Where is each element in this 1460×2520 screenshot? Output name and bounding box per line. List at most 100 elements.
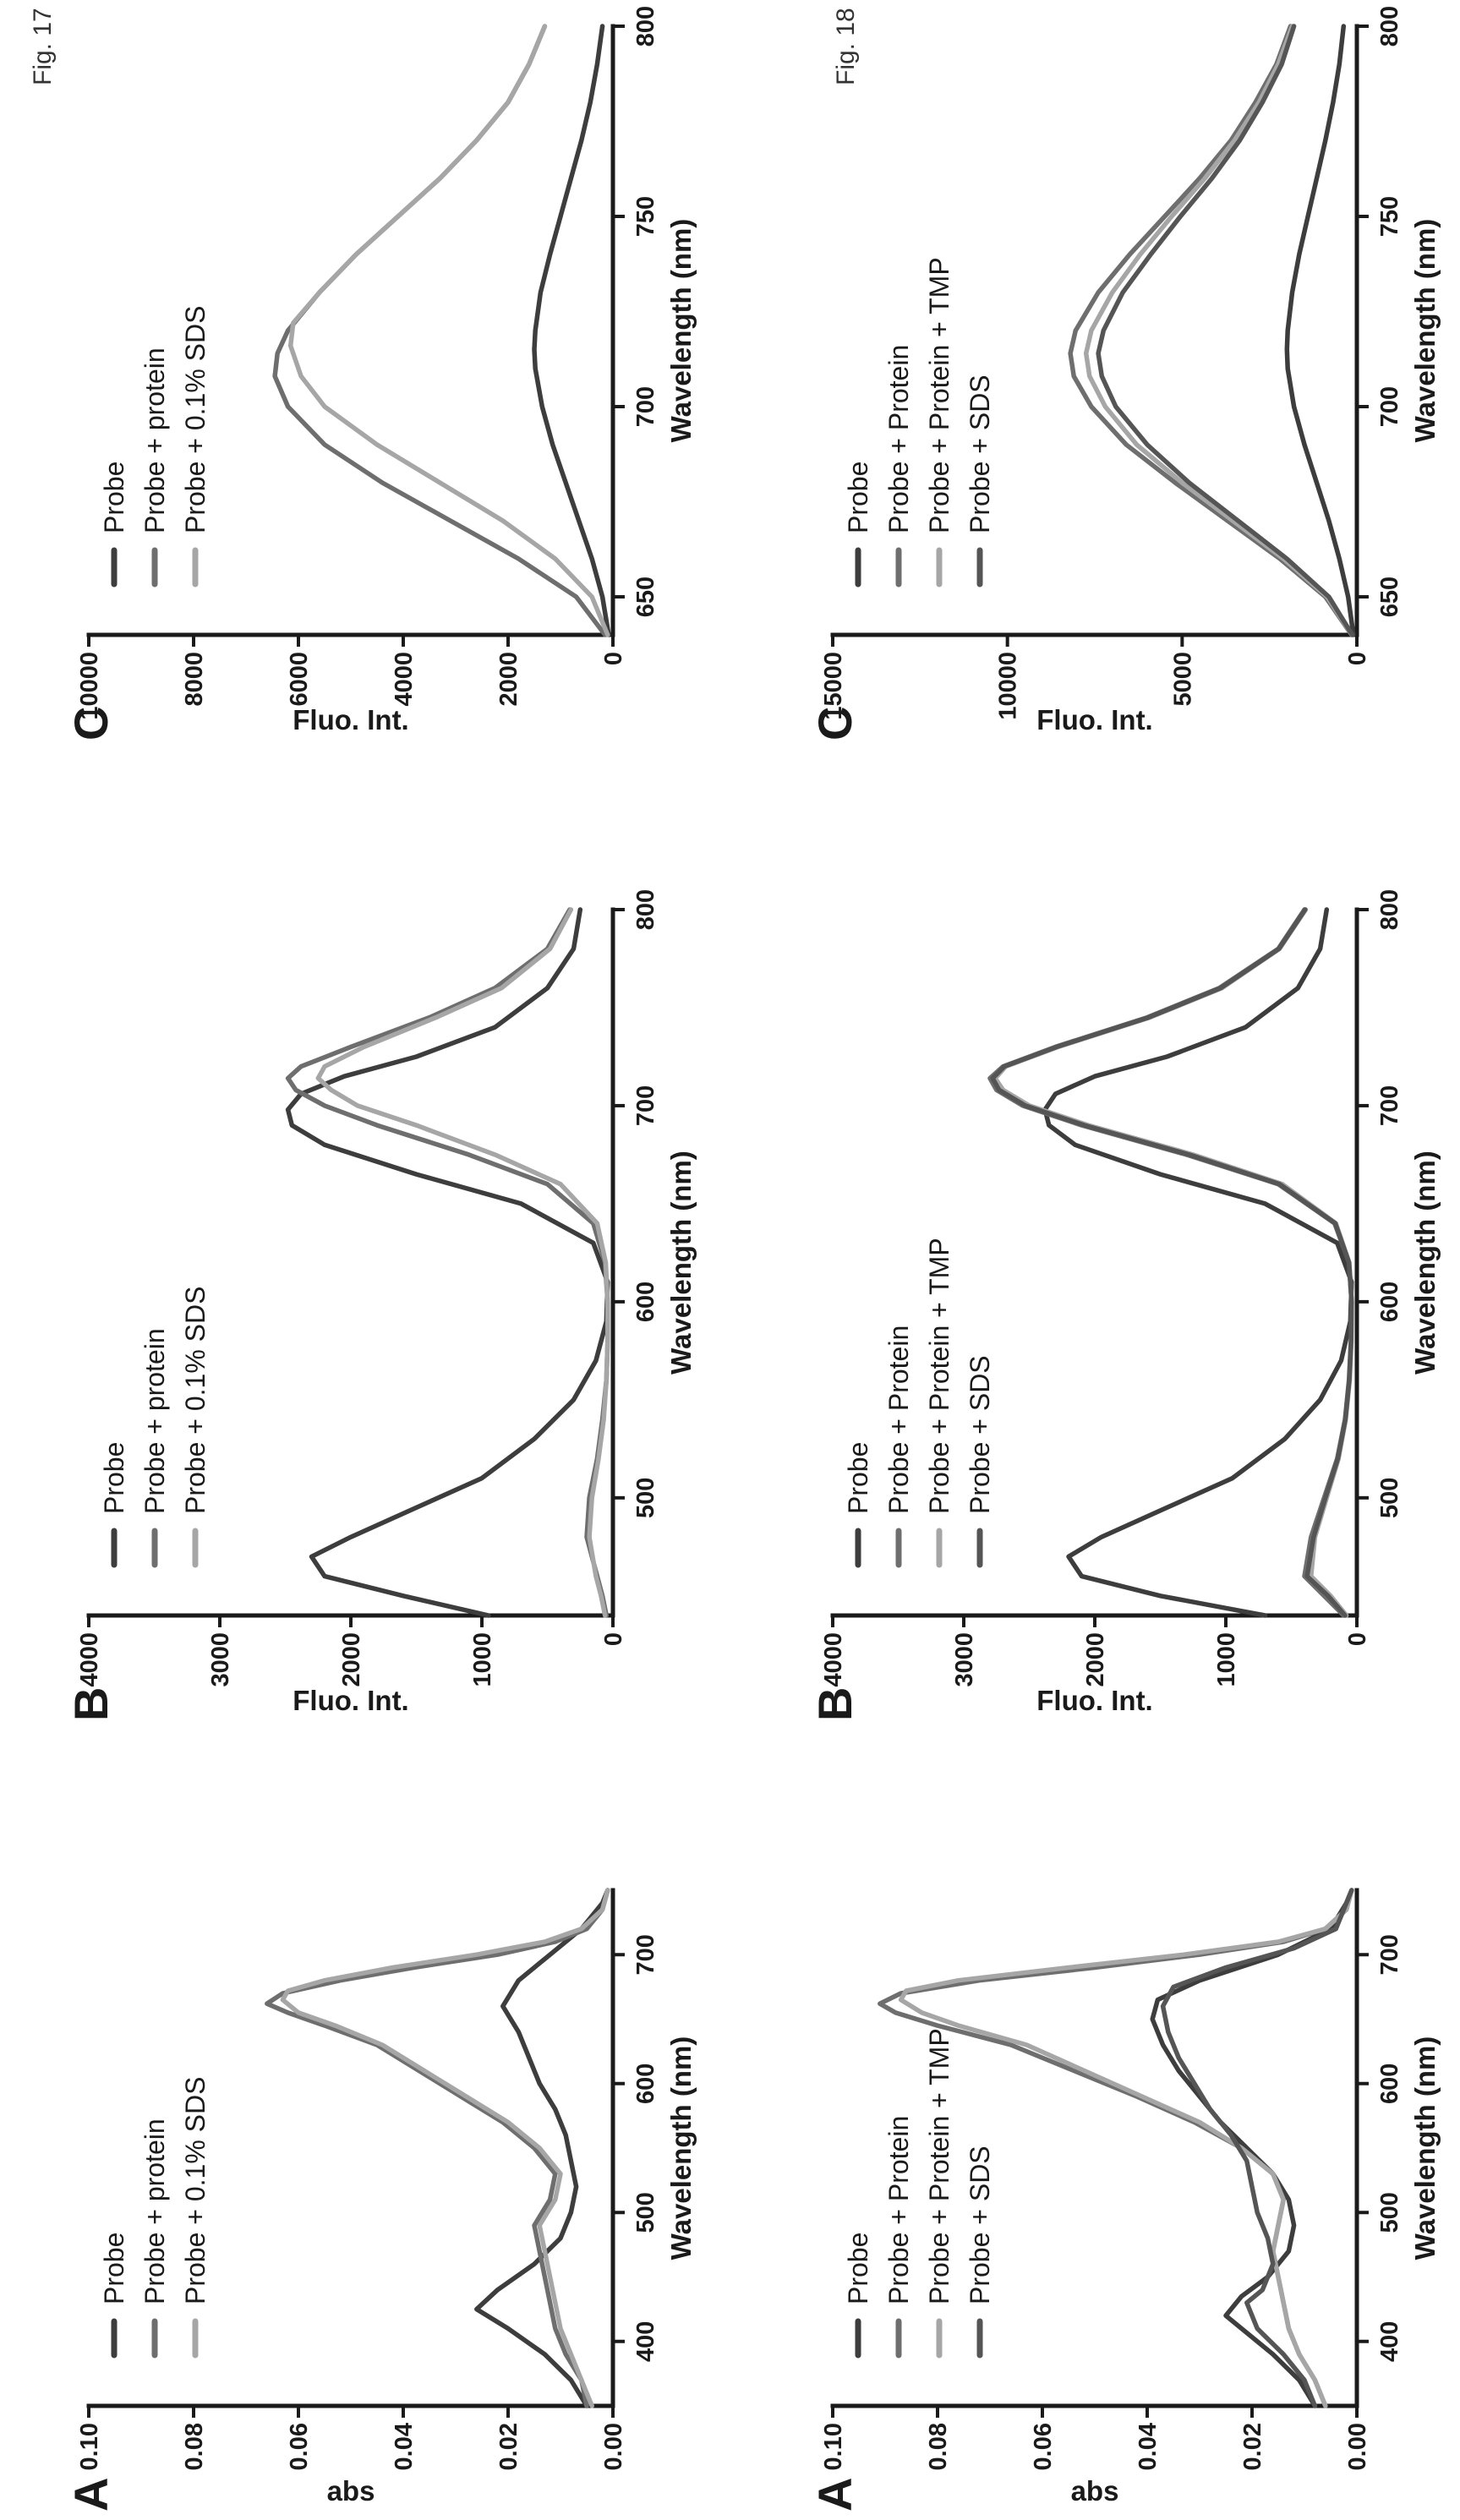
x-tick-label: 800: [1376, 6, 1403, 46]
legend-label: Probe + protein: [139, 1328, 170, 1514]
y-tick-label: 0.06: [1030, 2423, 1057, 2470]
y-tick-label: 1000: [1213, 1632, 1240, 1687]
series-line: [1096, 24, 1355, 637]
panel-letter: C: [64, 707, 118, 741]
panel-letter: A: [64, 2478, 118, 2512]
fig18-panel-c: C 0 5000 10000 15000 650 700 750 800 Wavelength (…: [808, 6, 1441, 741]
fig18-panel-a: A 0.00 0.02 0.04 0.06 0.08 0.10 400 500 600 700 Wav…: [808, 1888, 1441, 2512]
fig18-panel-b: B 0 1000 2000 3000 4000 500 600 700 800 Wavelength…: [808, 889, 1441, 1721]
fig17-panel-c: C 0 2000 4000 6000 8000 10000 650 700 750 800 Wavel…: [64, 6, 697, 741]
x-tick-label: 650: [1376, 577, 1403, 617]
y-axis-label: Fluo. Int.: [1036, 704, 1152, 735]
series-line: [1083, 24, 1354, 637]
y-tick-label: 2000: [495, 652, 522, 707]
series-line: [1068, 24, 1354, 637]
x-axis-label: Wavelength (nm): [665, 1151, 697, 1375]
legend-label: Probe + protein: [139, 347, 170, 533]
panel-letter: A: [808, 2478, 861, 2512]
series-line: [1284, 24, 1356, 637]
y-tick-label: 8000: [181, 652, 208, 707]
y-tick-label: 0.00: [1344, 2423, 1371, 2470]
x-tick-label: 500: [632, 2192, 659, 2233]
y-tick-label: 0.00: [600, 2423, 627, 2470]
panel-letter: C: [808, 707, 861, 741]
legend-label: Probe + Protein + TMP: [924, 257, 954, 533]
x-axis-label: Wavelength (nm): [665, 219, 697, 443]
legend-label: Probe + SDS: [965, 2146, 995, 2304]
x-tick-label: 700: [632, 1085, 659, 1126]
y-axis-label: abs: [327, 2475, 375, 2506]
legend-label: Probe: [99, 1442, 129, 1514]
y-tick-label: 0.02: [1239, 2423, 1266, 2470]
legend-label: Probe + Protein + TMP: [924, 2028, 954, 2304]
legend-label: Probe + 0.1% SDS: [180, 2077, 211, 2304]
x-tick-label: 650: [632, 577, 659, 617]
panel-letter: B: [808, 1687, 861, 1721]
y-tick-label: 15000: [820, 652, 847, 720]
legend-label: Probe: [843, 1442, 873, 1514]
x-tick-label: 700: [632, 386, 659, 427]
x-tick-label: 700: [632, 1934, 659, 1975]
legend-label: Probe + SDS: [965, 1355, 995, 1514]
fig17-panel-a: A 0.00 0.02 0.04 0.06 0.08 0.10 400 500 600 700 Wav…: [64, 1888, 697, 2512]
y-tick-label: 2000: [1082, 1632, 1109, 1687]
x-axis-label: Wavelength (nm): [1409, 1151, 1441, 1375]
series-line: [532, 24, 611, 637]
series-line: [287, 24, 610, 637]
y-tick-label: 0: [1344, 1632, 1371, 1646]
series-line: [987, 907, 1354, 1618]
legend-label: Probe: [843, 462, 873, 533]
x-tick-label: 700: [1376, 1085, 1403, 1126]
y-tick-label: 10000: [995, 652, 1022, 720]
y-tick-label: 3000: [207, 1632, 234, 1687]
legend-label: Probe: [843, 2233, 873, 2304]
y-tick-label: 0.10: [76, 2423, 103, 2470]
series-line: [474, 1888, 610, 2408]
x-axis-label: Wavelength (nm): [1409, 219, 1441, 443]
legend-label: Probe + Protein: [883, 1326, 914, 1514]
legend-label: Probe + SDS: [965, 374, 995, 533]
x-tick-label: 500: [1376, 2192, 1403, 2233]
y-tick-label: 0: [600, 1632, 627, 1646]
legend-label: Probe: [99, 2233, 129, 2304]
series-line: [272, 24, 608, 637]
y-tick-label: 0: [1344, 652, 1371, 665]
y-tick-label: 4000: [76, 1632, 103, 1687]
y-tick-label: 2000: [338, 1632, 365, 1687]
x-tick-label: 750: [1376, 196, 1403, 237]
x-tick-label: 500: [632, 1478, 659, 1518]
y-tick-label: 0.10: [820, 2423, 847, 2470]
y-axis-label: Fluo. Int.: [293, 1685, 408, 1716]
x-tick-label: 800: [1376, 889, 1403, 930]
y-tick-label: 0.04: [1135, 2423, 1162, 2470]
fig18-label: Fig. 18: [832, 8, 860, 85]
x-tick-label: 600: [1376, 2064, 1403, 2104]
series-line: [1160, 1888, 1354, 2408]
x-tick-label: 600: [632, 1282, 659, 1322]
x-tick-label: 700: [1376, 386, 1403, 427]
series-line: [992, 907, 1354, 1618]
y-tick-label: 3000: [951, 1632, 978, 1687]
y-axis-label: abs: [1071, 2475, 1119, 2506]
x-tick-label: 800: [632, 6, 659, 46]
x-tick-label: 400: [632, 2321, 659, 2362]
y-tick-label: 0.06: [286, 2423, 313, 2470]
panel-letter: B: [64, 1687, 118, 1721]
series-line: [1150, 1888, 1354, 2408]
x-axis-label: Wavelength (nm): [1409, 2036, 1441, 2260]
series-line: [315, 907, 610, 1618]
y-tick-label: 0.04: [391, 2423, 418, 2470]
x-axis-label: Wavelength (nm): [665, 2036, 697, 2260]
y-tick-label: 4000: [820, 1632, 847, 1687]
y-tick-label: 0: [600, 652, 627, 665]
x-tick-label: 800: [632, 889, 659, 930]
x-tick-label: 750: [632, 196, 659, 237]
y-tick-label: 6000: [286, 652, 313, 707]
legend-label: Probe: [99, 462, 129, 533]
legend-label: Probe + Protein + TMP: [924, 1238, 954, 1514]
legend-label: Probe + 0.1% SDS: [180, 1287, 211, 1514]
fig17-panel-b: B 0 1000 2000 3000 4000 500 600 700 800 Wavelength…: [64, 889, 697, 1721]
y-tick-label: 5000: [1169, 652, 1196, 707]
x-tick-label: 500: [1376, 1478, 1403, 1518]
